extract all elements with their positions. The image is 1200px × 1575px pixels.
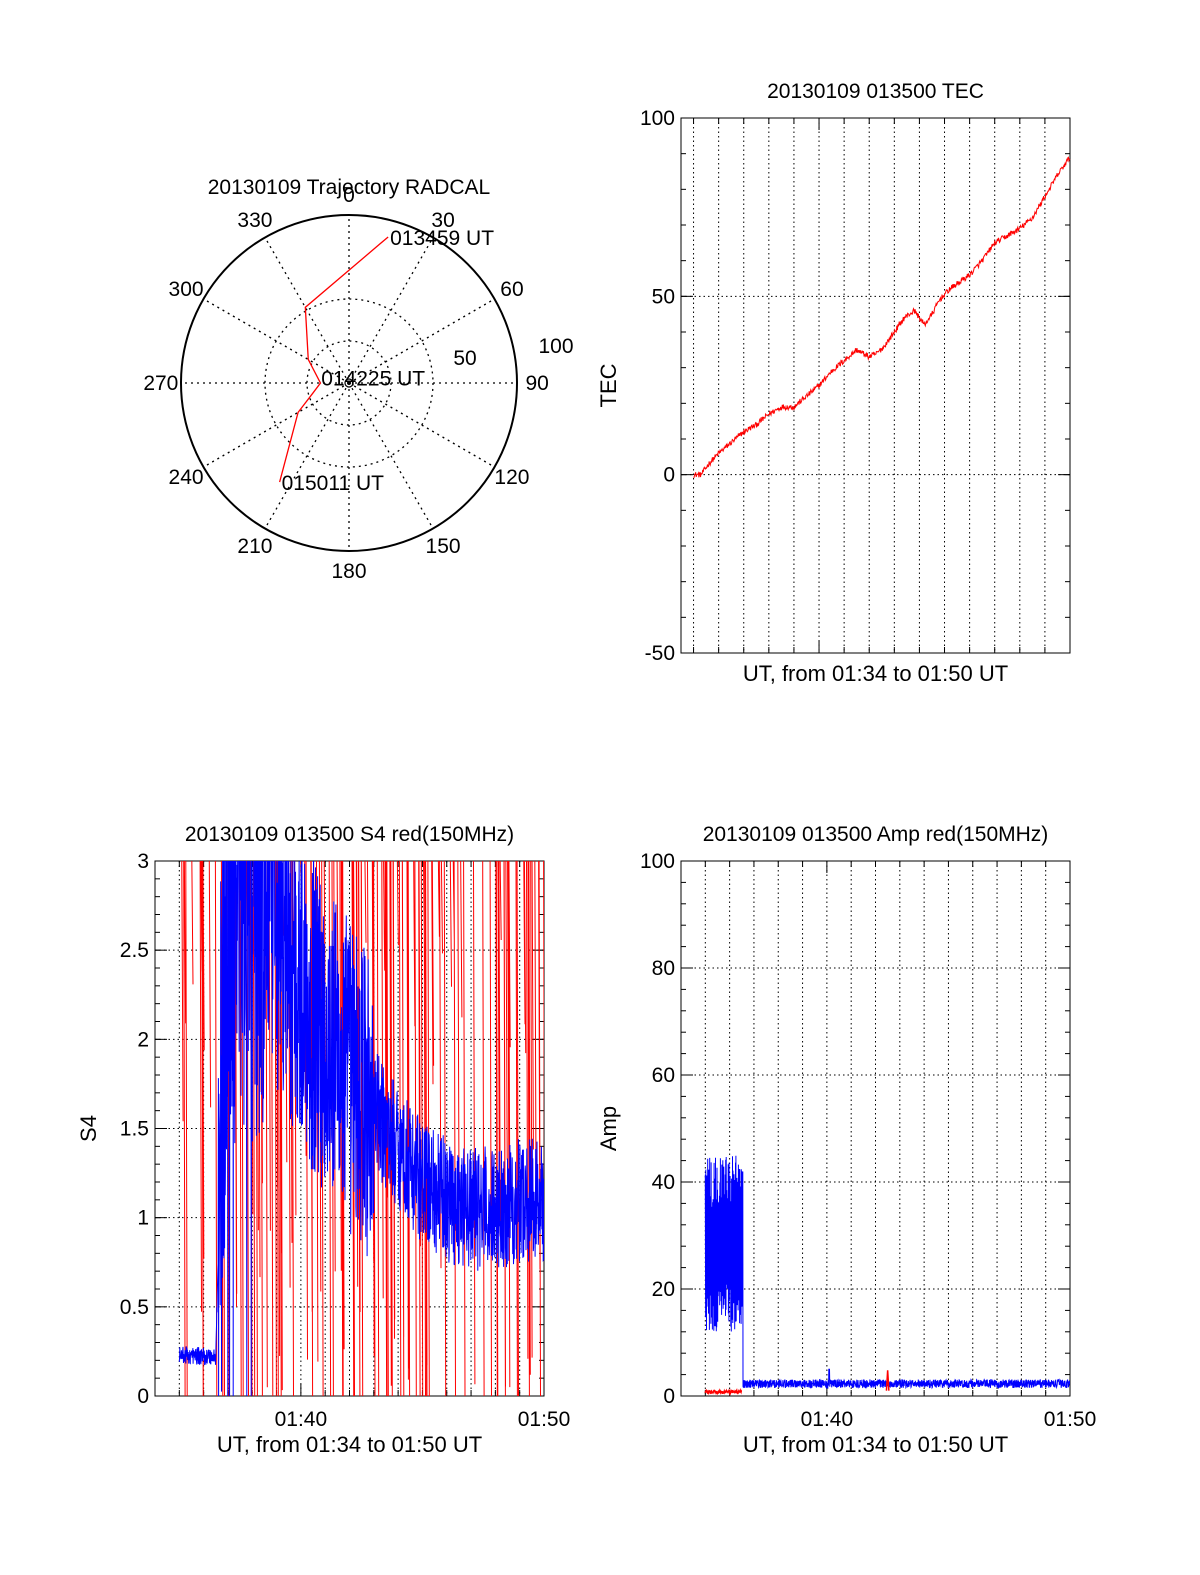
y-tick-label: 0 bbox=[137, 1385, 149, 1408]
y-tick-label: 100 bbox=[640, 850, 675, 873]
polar-radial-label: 50 bbox=[453, 347, 476, 370]
polar-angle-label: 150 bbox=[426, 535, 461, 558]
polar-angle-label: 240 bbox=[169, 466, 204, 489]
x-tick-label: 01:40 bbox=[275, 1408, 328, 1431]
plot-frame bbox=[680, 117, 1071, 654]
chart-title: 20130109 013500 Amp red(150MHz) bbox=[703, 823, 1049, 846]
y-tick-label: 0.5 bbox=[120, 1296, 149, 1319]
s4-data bbox=[178, 861, 544, 1396]
y-tick-label: 60 bbox=[652, 1064, 675, 1087]
polar-angle-label: 330 bbox=[237, 209, 272, 232]
polar-angle-label: 0 bbox=[343, 184, 355, 207]
polar-title: 20130109 Trajectory RADCAL bbox=[208, 176, 491, 199]
y-tick-label: 0 bbox=[663, 1385, 675, 1408]
polar-angle-label: 270 bbox=[143, 372, 178, 395]
amp-chart: 20130109 013500 Amp red(150MHz) 0 20 40 60 80… bbox=[596, 823, 1096, 1457]
polar-angle-label: 30 bbox=[431, 209, 454, 232]
chart-title: 20130109 013500 S4 red(150MHz) bbox=[185, 823, 514, 846]
polar-trajectory-line bbox=[278, 236, 389, 483]
x-tick-label: 01:50 bbox=[518, 1408, 571, 1431]
polar-spoke bbox=[264, 237, 350, 384]
amp-red-spike bbox=[885, 1370, 890, 1391]
y-tick-label: 50 bbox=[652, 285, 675, 308]
polar-angle-label: 90 bbox=[525, 372, 548, 395]
polar-center bbox=[344, 378, 354, 388]
polar-spoke bbox=[264, 382, 350, 529]
y-axis-label: TEC bbox=[596, 363, 621, 407]
polar-angle-label: 210 bbox=[237, 535, 272, 558]
amp-data bbox=[704, 1155, 1070, 1396]
y-tick-label: 80 bbox=[652, 957, 675, 980]
polar-spoke bbox=[203, 298, 350, 384]
y-tick-label: 1.5 bbox=[120, 1118, 149, 1141]
polar-time-annotation: 015011 UT bbox=[282, 472, 385, 495]
y-tick-label: 100 bbox=[640, 107, 675, 130]
x-tick-label: 01:40 bbox=[801, 1408, 854, 1431]
x-axis-label: UT, from 01:34 to 01:50 UT bbox=[743, 1432, 1008, 1457]
tec-chart: 20130109 013500 TEC -50 0 50 100 UT, from 01:… bbox=[596, 80, 1071, 686]
polar-outer-ring bbox=[180, 214, 518, 552]
polar-spoke bbox=[348, 382, 495, 468]
tec-series-line bbox=[693, 156, 1071, 478]
x-axis-label: UT, from 01:34 to 01:50 UT bbox=[217, 1432, 482, 1457]
polar-time-annotation: 014225 UT bbox=[321, 368, 425, 391]
polar-angle-label: 180 bbox=[331, 560, 366, 583]
y-tick-label: 2.5 bbox=[120, 939, 149, 962]
y-tick-label: 20 bbox=[652, 1278, 675, 1301]
y-axis-label: S4 bbox=[76, 1115, 101, 1142]
y-tick-label: 1 bbox=[137, 1207, 149, 1230]
polar-angle-label: 120 bbox=[494, 466, 529, 489]
y-tick-label: -50 bbox=[645, 642, 675, 665]
polar-spoke bbox=[348, 382, 434, 529]
s4-chart: 20130109 013500 S4 red(150MHz) 0 0.5 1 1.5 2 2… bbox=[76, 823, 571, 1457]
polar-angle-label: 300 bbox=[169, 278, 204, 301]
y-tick-label: 40 bbox=[652, 1171, 675, 1194]
chart-title: 20130109 013500 TEC bbox=[767, 80, 984, 103]
x-axis-label: UT, from 01:34 to 01:50 UT bbox=[743, 661, 1008, 686]
y-tick-label: 3 bbox=[137, 850, 149, 873]
polar-angle-label: 60 bbox=[500, 278, 523, 301]
y-axis-label: Amp bbox=[596, 1106, 621, 1151]
plot-frame bbox=[680, 860, 1071, 1397]
s4-blue-series bbox=[178, 861, 544, 1396]
y-tick-label: 0 bbox=[663, 464, 675, 487]
amp-blue-series bbox=[704, 1155, 1070, 1390]
x-tick-label: 01:50 bbox=[1044, 1408, 1097, 1431]
amp-red-series bbox=[704, 1387, 743, 1396]
polar-spoke bbox=[348, 237, 434, 384]
polar-spoke bbox=[348, 298, 495, 384]
polar-spoke bbox=[203, 382, 350, 468]
polar-radial-label: 100 bbox=[538, 335, 573, 358]
polar-time-annotation: 013459 UT bbox=[390, 227, 494, 250]
y-tick-label: 2 bbox=[137, 1028, 149, 1051]
